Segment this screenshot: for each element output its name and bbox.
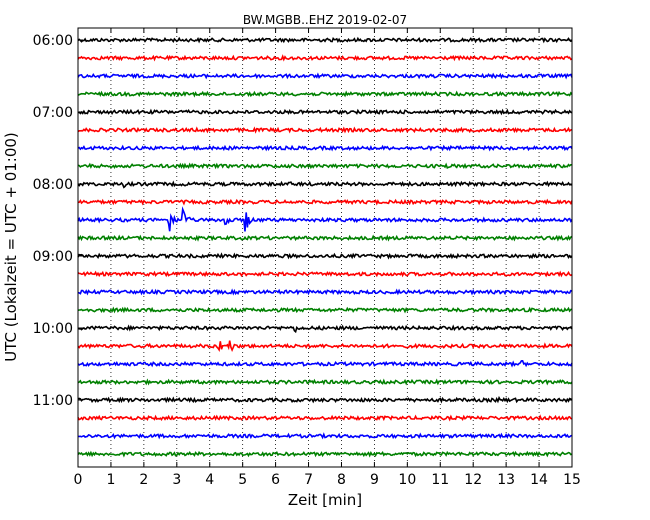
y-tick-label: 11:00 bbox=[33, 393, 73, 409]
x-tick-label: 5 bbox=[238, 472, 247, 488]
y-axis: 06:00 07:00 08:00 09:00 10:00 11:00 bbox=[33, 33, 572, 409]
y-axis-label: UTC (Lokalzeit = UTC + 01:00) bbox=[2, 132, 20, 362]
x-tick-label: 6 bbox=[271, 472, 280, 488]
chart-title: BW.MGBB..EHZ 2019-02-07 bbox=[243, 13, 407, 27]
seismic-trace bbox=[77, 306, 573, 314]
x-axis: 0 1 2 3 4 5 6 7 8 9 10 11 12 13 14 15 bbox=[74, 28, 581, 488]
seismic-trace bbox=[77, 234, 573, 242]
y-tick-label: 07:00 bbox=[33, 105, 73, 121]
seismic-trace bbox=[77, 126, 573, 134]
x-tick-label: 0 bbox=[74, 472, 83, 488]
seismic-trace bbox=[77, 198, 573, 206]
x-tick-label: 12 bbox=[464, 472, 482, 488]
seismic-trace bbox=[77, 108, 573, 116]
seismic-trace bbox=[77, 144, 573, 152]
seismic-trace bbox=[77, 90, 573, 98]
x-tick-label: 1 bbox=[106, 472, 115, 488]
seismic-trace bbox=[77, 340, 573, 353]
y-tick-label: 10:00 bbox=[33, 321, 73, 337]
seismic-trace bbox=[77, 450, 573, 458]
x-tick-label: 3 bbox=[172, 472, 181, 488]
y-tick-label: 09:00 bbox=[33, 249, 73, 265]
seismic-trace bbox=[77, 288, 573, 296]
seismic-trace bbox=[77, 162, 572, 170]
x-tick-label: 4 bbox=[205, 472, 214, 488]
x-axis-label: Zeit [min] bbox=[288, 491, 362, 509]
seismic-trace bbox=[77, 359, 573, 368]
seismic-trace bbox=[77, 54, 573, 62]
seismic-trace bbox=[78, 432, 573, 440]
x-tick-label: 2 bbox=[139, 472, 148, 488]
y-tick-label: 08:00 bbox=[33, 177, 73, 193]
seismic-trace bbox=[77, 324, 573, 334]
seismic-trace bbox=[77, 72, 573, 80]
seismic-trace bbox=[77, 395, 573, 404]
seismic-trace bbox=[77, 270, 573, 278]
seismic-trace bbox=[77, 252, 573, 260]
x-tick-label: 15 bbox=[563, 472, 581, 488]
x-tick-label: 7 bbox=[304, 472, 313, 488]
seismic-trace bbox=[77, 36, 573, 44]
x-tick-label: 13 bbox=[497, 472, 515, 488]
seismic-trace bbox=[77, 206, 573, 232]
trace-group bbox=[77, 36, 573, 458]
plot-frame bbox=[77, 27, 573, 468]
x-tick-label: 11 bbox=[431, 472, 449, 488]
seismic-trace bbox=[77, 180, 573, 189]
y-tick-label: 06:00 bbox=[33, 33, 73, 49]
x-tick-label: 8 bbox=[337, 472, 346, 488]
seismic-trace bbox=[77, 414, 573, 422]
x-tick-label: 9 bbox=[370, 472, 379, 488]
seismic-trace bbox=[77, 378, 573, 386]
x-tick-label: 10 bbox=[398, 472, 416, 488]
x-tick-label: 14 bbox=[530, 472, 548, 488]
